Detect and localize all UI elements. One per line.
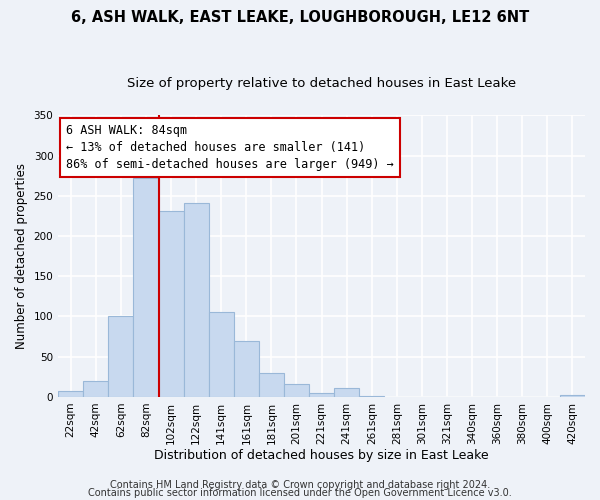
X-axis label: Distribution of detached houses by size in East Leake: Distribution of detached houses by size … xyxy=(154,450,489,462)
Bar xyxy=(209,312,234,397)
Bar xyxy=(58,392,83,397)
Bar xyxy=(334,388,359,397)
Text: Contains HM Land Registry data © Crown copyright and database right 2024.: Contains HM Land Registry data © Crown c… xyxy=(110,480,490,490)
Bar xyxy=(158,211,184,397)
Bar xyxy=(284,384,309,397)
Bar xyxy=(309,393,334,397)
Text: 6 ASH WALK: 84sqm
← 13% of detached houses are smaller (141)
86% of semi-detache: 6 ASH WALK: 84sqm ← 13% of detached hous… xyxy=(66,124,394,170)
Title: Size of property relative to detached houses in East Leake: Size of property relative to detached ho… xyxy=(127,78,516,90)
Text: 6, ASH WALK, EAST LEAKE, LOUGHBOROUGH, LE12 6NT: 6, ASH WALK, EAST LEAKE, LOUGHBOROUGH, L… xyxy=(71,10,529,25)
Bar xyxy=(359,396,385,397)
Text: Contains public sector information licensed under the Open Government Licence v3: Contains public sector information licen… xyxy=(88,488,512,498)
Bar xyxy=(133,178,158,397)
Bar xyxy=(83,381,109,397)
Bar xyxy=(259,373,284,397)
Y-axis label: Number of detached properties: Number of detached properties xyxy=(15,163,28,349)
Bar xyxy=(560,396,585,397)
Bar xyxy=(234,340,259,397)
Bar xyxy=(184,203,209,397)
Bar xyxy=(109,316,133,397)
